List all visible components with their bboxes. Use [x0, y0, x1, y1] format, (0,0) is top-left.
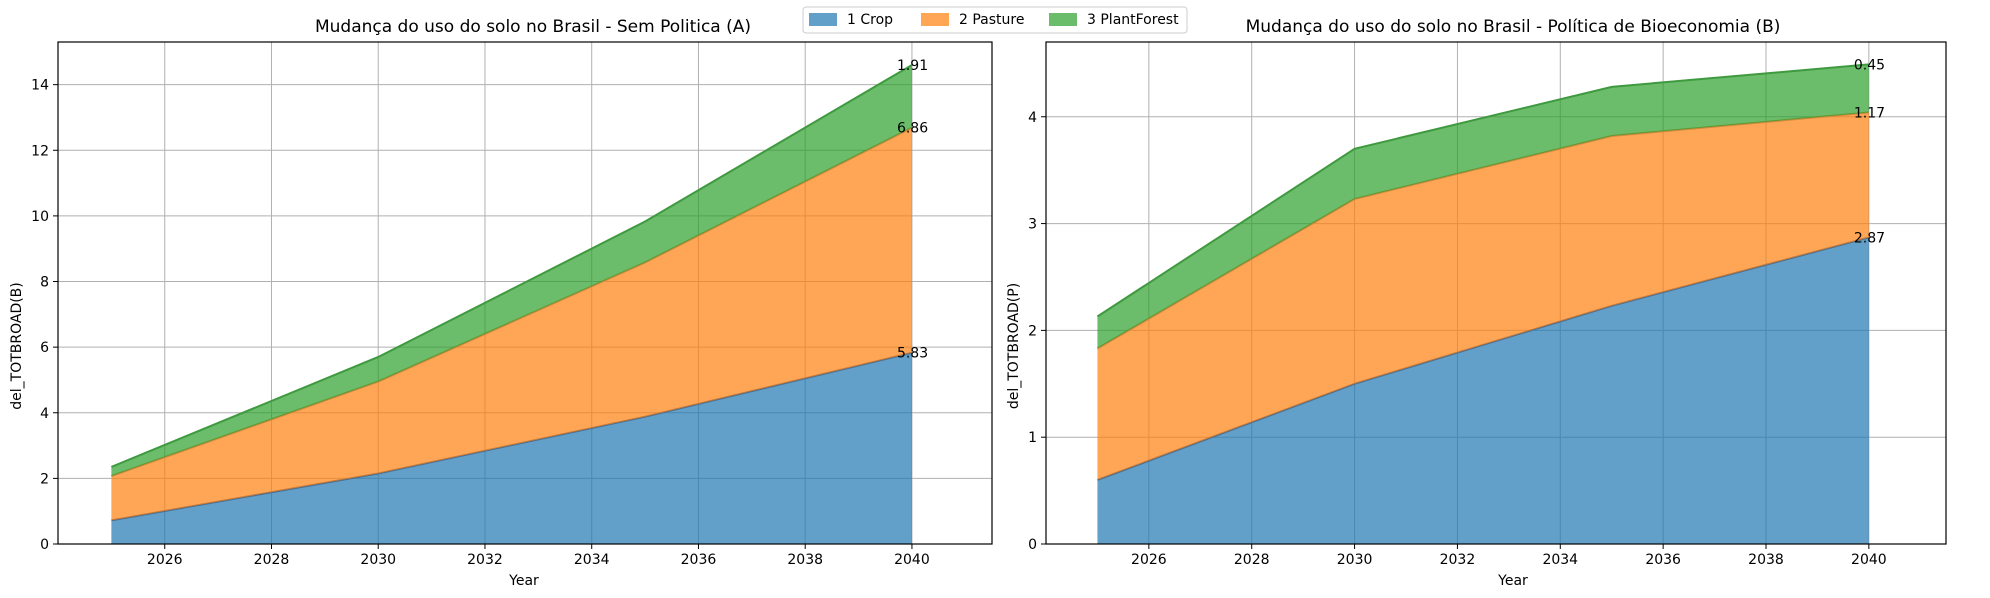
x-tick-label: 2034 [574, 552, 610, 568]
area-edge-plantforest [1096, 63, 1869, 318]
x-tick-label: 2026 [147, 552, 183, 568]
y-tick-label: 4 [40, 406, 49, 422]
y-tick-label: 2 [1028, 323, 1037, 339]
plot-frame [1045, 41, 1947, 545]
area-layer [110, 64, 913, 544]
x-tick-label: 2036 [1645, 552, 1681, 568]
data-label: 1.17 [1854, 105, 1885, 121]
y-tick-label: 12 [31, 143, 49, 159]
area-pasture [111, 127, 912, 521]
legend-label-pasture: 2 Pasture [959, 12, 1024, 28]
x-tick-label: 2026 [1131, 552, 1167, 568]
data-label: 0.45 [1854, 57, 1885, 73]
y-axis-label: del_TOTBROAD(P) [1006, 283, 1022, 409]
area-layer [1096, 63, 1870, 544]
data-label: 5.83 [897, 346, 928, 362]
y-tick-label: 14 [31, 78, 49, 94]
x-tick-label: 2030 [360, 552, 396, 568]
x-tick-label: 2040 [894, 552, 930, 568]
legend-swatch-crop [809, 13, 837, 26]
x-tick-label: 2036 [681, 552, 717, 568]
data-label: 2.87 [1854, 230, 1885, 246]
y-tick-label: 2 [40, 471, 49, 487]
x-tick-label: 2028 [1234, 552, 1270, 568]
ticks: 2026 2028 2030 2032 2034 2036 2038 2040 0 1 2 3 4 [1028, 110, 1887, 568]
legend-label-plantforest: 3 PlantForest [1087, 12, 1179, 28]
area-crop [1097, 237, 1869, 544]
y-tick-label: 0 [40, 537, 49, 553]
chart-title: Mudança do uso do solo no Brasil - Sem P… [315, 17, 751, 37]
y-axis-label: del_TOTBROAD(B) [9, 282, 25, 410]
annotations: 2.87 1.17 0.45 [1854, 57, 1885, 246]
x-tick-label: 2032 [467, 552, 503, 568]
legend-frame [802, 6, 1188, 34]
x-tick-label: 2030 [1337, 552, 1373, 568]
x-tick-label: 2028 [254, 552, 290, 568]
y-tick-label: 6 [40, 340, 49, 356]
data-label: 1.91 [897, 58, 928, 74]
y-tick-label: 1 [1028, 430, 1037, 446]
x-tick-label: 2038 [1748, 552, 1784, 568]
x-axis-label: Year [1497, 573, 1528, 589]
y-tick-label: 0 [1028, 537, 1037, 553]
ticks: 2026 2028 2030 2032 2034 2036 2038 2040 0 2 4 6 8 10 1… [31, 78, 930, 568]
plot-frame [57, 41, 993, 545]
area-crop [111, 352, 912, 544]
x-axis-label: Year [508, 573, 539, 589]
legend-swatch-plantforest [1049, 13, 1077, 26]
y-tick-label: 8 [40, 275, 49, 291]
chart-title: Mudança do uso do solo no Brasil - Polít… [1246, 17, 1781, 37]
x-tick-label: 2034 [1542, 552, 1578, 568]
x-tick-label: 2040 [1851, 552, 1887, 568]
x-tick-label: 2038 [787, 552, 823, 568]
annotations: 5.83 6.86 1.91 [897, 58, 928, 362]
area-plantforest [1097, 64, 1869, 349]
chart-sem-politica: Mudança do uso do solo no Brasil - Sem P… [9, 17, 993, 589]
y-tick-label: 10 [31, 209, 49, 225]
data-label: 6.86 [897, 121, 928, 137]
chart-bioeconomia: Mudança do uso do solo no Brasil - Polít… [1006, 17, 1947, 589]
y-tick-label: 3 [1028, 217, 1037, 233]
legend-label-crop: 1 Crop [847, 12, 893, 28]
legend: 1 Crop 2 Pasture 3 PlantForest [802, 6, 1188, 34]
x-tick-label: 2032 [1440, 552, 1476, 568]
area-edge-plantforest [110, 64, 913, 468]
legend-swatch-pasture [921, 13, 949, 26]
area-pasture [1097, 112, 1869, 480]
y-tick-label: 4 [1028, 110, 1037, 126]
